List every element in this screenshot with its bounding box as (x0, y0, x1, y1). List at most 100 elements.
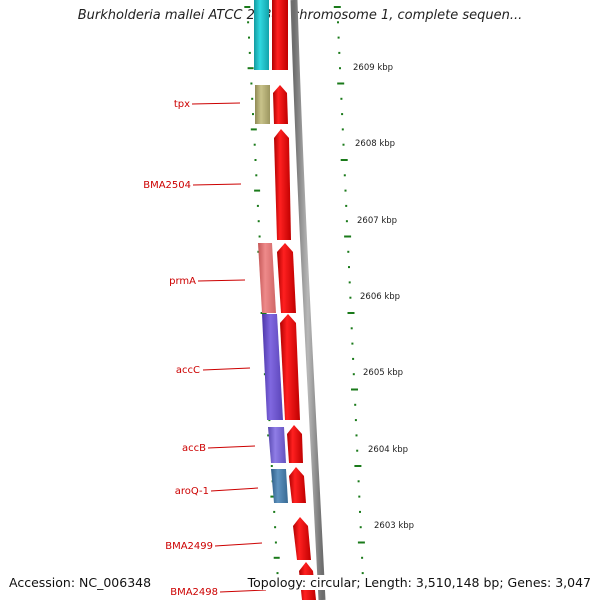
gene-tick-mark (247, 21, 250, 24)
scale-tick-mark (358, 495, 361, 498)
scale-tick-mark (357, 480, 360, 483)
gene-tick-mark (273, 510, 276, 513)
scale-tick-mark (359, 510, 361, 513)
scale-tick-mark (352, 373, 355, 376)
scale-tick-mark (348, 281, 351, 284)
scale-tick-mark (340, 97, 343, 100)
kbp-label-2603: 2603 kbp (374, 521, 414, 531)
map-title: Burkholderia mallei ATCC 23344 chromosom… (77, 8, 523, 23)
gene-tick-mark (273, 556, 280, 559)
gene-block-accC[interactable] (262, 314, 283, 420)
scale-tick-mark (357, 541, 365, 544)
gene-block-tpx[interactable] (255, 85, 270, 124)
scale-tick-mark (347, 312, 355, 314)
scale-tick-mark (359, 526, 362, 529)
gene-block-top[interactable] (254, 0, 269, 70)
scale-tick-mark (354, 465, 362, 467)
scale-tick-mark (351, 388, 358, 391)
cds-track (272, 0, 316, 600)
gene-tick-mark (257, 220, 260, 223)
gene-tick-mark (253, 143, 256, 146)
kbp-label-2606: 2606 kbp (360, 292, 400, 302)
chromosome-backbone (290, 0, 326, 600)
inner-gene-track (254, 0, 288, 503)
scale-tick-mark (343, 174, 346, 177)
gene-label-bma2504[interactable]: BMA2504 (143, 180, 191, 191)
gene-tick-mark (274, 526, 277, 529)
gene-label-bma2498[interactable]: BMA2498 (170, 587, 218, 598)
cds-arrow-aroQ[interactable] (289, 467, 306, 503)
scale-tick-mark (341, 128, 344, 131)
gene-tick-mark (268, 419, 271, 422)
gene-tick-mark (270, 465, 273, 467)
gene-tick-mark (248, 51, 251, 54)
gene-label-accB[interactable]: accB (182, 443, 206, 454)
scale-tick-mark (347, 250, 350, 253)
scale-tick-mark (339, 67, 341, 70)
scale-tick-mark (340, 159, 348, 161)
kbp-label-2609: 2609 kbp (353, 63, 393, 73)
gene-tick-mark (244, 6, 251, 8)
scale-tick-mark (361, 556, 364, 559)
scale-tick-mark (342, 143, 345, 146)
gene-block-accB[interactable] (268, 427, 286, 463)
gene-label-accC[interactable]: accC (176, 365, 200, 376)
accession-text: Accession: NC_006348 (9, 575, 152, 590)
gene-tick-mark (254, 189, 261, 192)
kbp-label-2605: 2605 kbp (363, 368, 403, 378)
scale-tick-mark (344, 189, 347, 192)
kbp-tick-track (333, 6, 365, 590)
gene-tick-mark (258, 235, 261, 238)
cds-arrow-accC[interactable] (280, 314, 300, 420)
gene-tick-mark (250, 82, 253, 85)
scale-tick-mark (361, 572, 364, 575)
gene-tick-mark (250, 128, 257, 131)
gene-tick-mark (247, 67, 254, 70)
scale-tick-mark (333, 6, 341, 8)
scale-tick-mark (338, 51, 341, 54)
gene-tick-mark (255, 174, 258, 177)
cds-arrow-tpx[interactable] (273, 85, 288, 124)
kbp-scale-labels: 2609 kbp 2608 kbp 2607 kbp 2606 kbp 2605… (353, 63, 414, 531)
kbp-label-2608: 2608 kbp (355, 139, 395, 149)
gene-tick-mark (274, 541, 277, 544)
gene-block-prmA[interactable] (258, 243, 276, 313)
cds-arrow-prmA[interactable] (277, 243, 296, 313)
scale-tick-mark (351, 342, 354, 345)
scale-tick-mark (337, 36, 340, 39)
scale-tick-mark (354, 419, 357, 422)
scale-tick-mark (345, 220, 348, 223)
cds-arrow-top[interactable] (272, 0, 288, 70)
scale-tick-mark (337, 82, 345, 85)
scale-tick-mark (348, 266, 350, 269)
cds-arrow-accB[interactable] (287, 425, 303, 463)
scale-tick-mark (355, 434, 358, 437)
gene-tick-mark (256, 204, 259, 207)
kbp-label-2604: 2604 kbp (368, 445, 408, 455)
gene-tick-mark (254, 159, 257, 161)
gene-tick-mark (252, 113, 254, 116)
scale-tick-mark (354, 403, 357, 406)
scale-tick-mark (344, 235, 352, 238)
gene-tick-mark (270, 495, 277, 498)
gene-label-aroQ-1[interactable]: aroQ-1 (175, 486, 209, 497)
scale-tick-mark (350, 327, 353, 330)
genome-summary-text: Topology: circular; Length: 3,510,148 bp… (247, 575, 591, 590)
gene-tick-mark (276, 572, 279, 575)
scale-tick-mark (349, 296, 352, 299)
scale-tick-mark (345, 204, 348, 207)
gene-label-tpx[interactable]: tpx (174, 99, 190, 110)
scale-tick-mark (356, 449, 359, 452)
gene-tick-mark (251, 97, 254, 100)
gene-label-bma2499[interactable]: BMA2499 (165, 541, 213, 552)
cds-arrow-bma2499[interactable] (293, 517, 311, 560)
gene-label-prmA[interactable]: prmA (169, 276, 196, 287)
scale-tick-mark (337, 21, 339, 24)
gene-tick-mark (248, 36, 250, 39)
gene-labels: tpx BMA2504 prmA accC accB aroQ-1 BMA249… (143, 99, 267, 598)
kbp-label-2607: 2607 kbp (357, 216, 397, 226)
gene-block-aroQ[interactable] (271, 469, 288, 503)
cds-arrow-bma2504[interactable] (274, 129, 291, 240)
scale-tick-mark (352, 357, 355, 360)
